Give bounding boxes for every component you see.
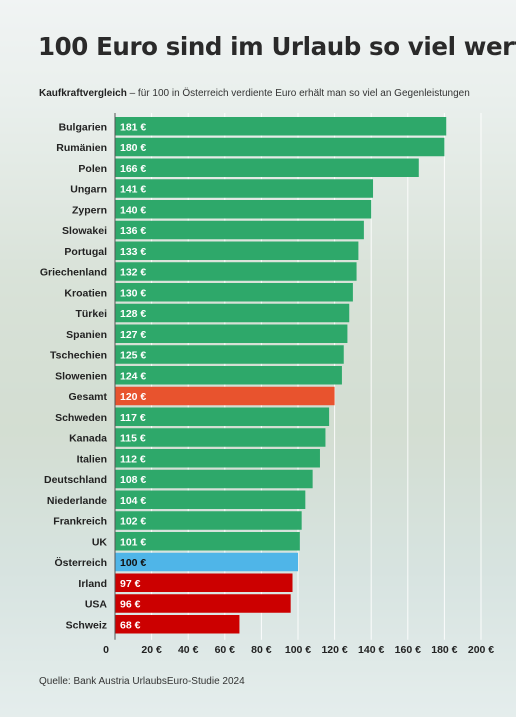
value-label: 132 € — [120, 267, 146, 279]
page-title: 100 Euro sind im Urlaub so viel wert — [38, 32, 516, 61]
category-label: Bulgarien — [59, 121, 107, 133]
value-label: 127 € — [120, 329, 146, 341]
category-label: Griechenland — [40, 267, 107, 279]
bar-irland — [115, 573, 293, 592]
value-label: 117 € — [120, 412, 146, 424]
bar-usa — [115, 594, 291, 613]
category-label: Portugal — [64, 246, 107, 258]
bar-slowakei — [115, 220, 364, 240]
category-label: Türkei — [75, 308, 107, 320]
x-tick-label: 20 € — [141, 644, 162, 656]
category-label: Italien — [77, 453, 107, 465]
x-tick-label: 200 € — [468, 644, 494, 656]
category-label: Ungarn — [70, 184, 107, 196]
x-tick-label: 40 € — [178, 644, 199, 656]
subtitle-text: – für 100 in Österreich verdiente Euro e… — [126, 88, 470, 99]
value-label: 68 € — [120, 619, 141, 631]
category-label: Slowenien — [55, 370, 107, 382]
bar-frankreich — [115, 511, 302, 530]
bar-kroatien — [115, 283, 353, 302]
bar-griechenland — [115, 262, 357, 281]
category-label: Slowakei — [62, 225, 107, 237]
category-label: Kroatien — [64, 287, 107, 299]
source-note: Quelle: Bank Austria UrlaubsEuro-Studie … — [39, 676, 245, 687]
category-label: Gesamt — [68, 391, 107, 403]
bar-schweden — [115, 407, 330, 426]
category-label: UK — [92, 536, 108, 548]
category-label: Schweiz — [66, 619, 107, 631]
bar-gesamt — [115, 386, 335, 406]
x-tick-label: 0 — [103, 644, 109, 656]
category-label: Österreich — [54, 556, 107, 569]
category-label: Irland — [78, 578, 107, 590]
bar-deutschland — [115, 469, 313, 489]
value-label: 128 € — [120, 308, 146, 320]
category-label: USA — [85, 599, 108, 611]
bar-bulgarien — [115, 117, 447, 136]
x-tick-label: 60 € — [215, 644, 236, 656]
value-label: 97 € — [120, 578, 141, 590]
value-label: 102 € — [120, 516, 146, 528]
value-label: 166 € — [120, 163, 146, 175]
bar-zypern — [115, 200, 372, 219]
value-label: 120 € — [120, 391, 146, 403]
bar-oesterreich — [115, 552, 298, 572]
category-label: Rumänien — [56, 142, 107, 154]
value-label: 141 € — [120, 184, 146, 196]
chart-subtitle: Kaufkraftvergleich – für 100 in Österrei… — [39, 88, 470, 99]
x-tick-label: 180 € — [431, 644, 457, 656]
value-label: 100 € — [120, 557, 146, 569]
value-label: 133 € — [120, 246, 146, 258]
x-tick-label: 120 € — [321, 644, 347, 656]
value-label: 108 € — [120, 474, 146, 486]
value-label: 112 € — [120, 453, 146, 465]
category-label: Schweden — [55, 412, 107, 424]
bar-slowenien — [115, 366, 342, 385]
category-label: Niederlande — [47, 495, 107, 507]
x-tick-label: 100 € — [285, 644, 311, 656]
subtitle-bold: Kaufkraftvergleich — [39, 88, 127, 99]
value-label: 124 € — [120, 370, 146, 382]
category-label: Tschechien — [50, 350, 107, 362]
bar-uk — [115, 532, 300, 551]
value-label: 181 € — [120, 121, 146, 133]
bar-tschechien — [115, 345, 344, 364]
x-tick-label: 160 € — [395, 644, 421, 656]
bar-schweiz — [115, 615, 240, 634]
x-tick-label: 80 € — [251, 644, 272, 656]
value-label: 101 € — [120, 536, 146, 548]
bar-italien — [115, 449, 320, 468]
bar-polen — [115, 158, 419, 177]
value-label: 140 € — [120, 204, 146, 216]
bar-rumaenien — [115, 137, 445, 157]
bar-tuerkei — [115, 303, 350, 323]
category-label: Frankreich — [53, 516, 107, 528]
category-label: Zypern — [72, 204, 107, 216]
bar-spanien — [115, 324, 348, 343]
category-label: Spanien — [66, 329, 107, 341]
value-label: 96 € — [120, 599, 141, 611]
value-label: 104 € — [120, 495, 146, 507]
category-label: Deutschland — [44, 474, 107, 486]
bar-portugal — [115, 241, 359, 260]
category-label: Polen — [78, 163, 107, 175]
value-label: 125 € — [120, 350, 146, 362]
value-label: 180 € — [120, 142, 146, 154]
value-label: 130 € — [120, 287, 146, 299]
category-label: Kanada — [69, 433, 107, 445]
x-tick-label: 140 € — [358, 644, 384, 656]
bar-ungarn — [115, 179, 374, 198]
value-label: 136 € — [120, 225, 146, 237]
bar-kanada — [115, 428, 326, 447]
value-label: 115 € — [120, 433, 146, 445]
bar-niederlande — [115, 490, 306, 509]
